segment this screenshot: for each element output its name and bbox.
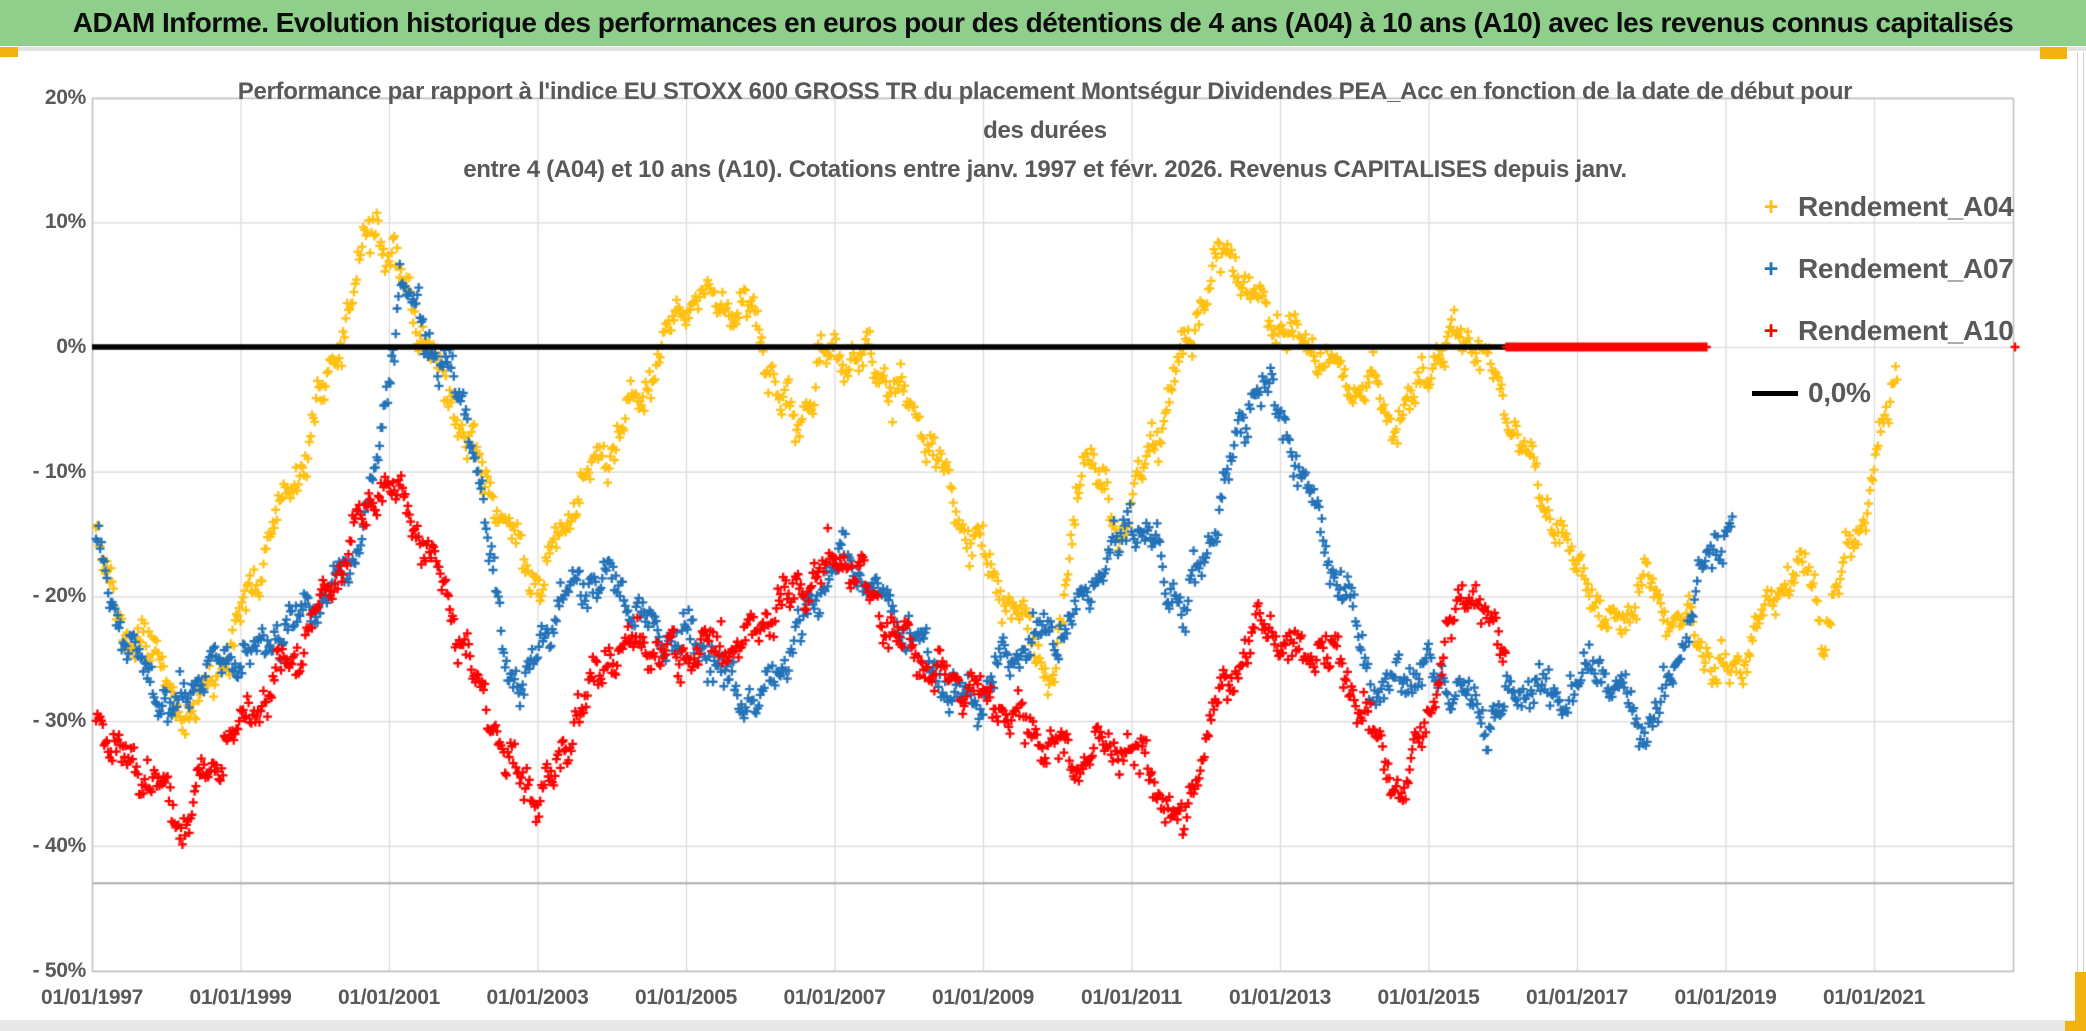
- y-tick-label: - 40%: [32, 833, 87, 857]
- x-tick-label: 01/01/1999: [189, 986, 292, 1009]
- right-edge-line-outer: [2083, 52, 2084, 1020]
- x-tick-label: 01/01/2005: [634, 986, 738, 1009]
- zero-line-sample-icon: [1752, 390, 1798, 396]
- x-tick-label: 01/01/2011: [1081, 986, 1182, 1009]
- chart-title-line-3: entre 4 (A04) et 10 ans (A10). Cotations…: [463, 156, 1627, 183]
- accent-bar-bottom-right: [2075, 972, 2086, 1031]
- y-tick-label: - 20%: [32, 584, 87, 608]
- y-tick-label: 0%: [56, 335, 86, 358]
- y-tick-label: - 30%: [32, 709, 87, 733]
- accent-tab-top-right: [2040, 47, 2067, 59]
- legend-item-rendement-a07: + Rendement_A07: [1752, 250, 2014, 288]
- accent-foot-bottom-right: [2065, 1021, 2086, 1031]
- y-tick-label: - 10%: [32, 459, 87, 483]
- legend-label: Rendement_A04: [1798, 191, 2014, 222]
- accent-tab-top-left: [0, 47, 18, 57]
- x-tick-label: 01/01/2013: [1228, 986, 1332, 1009]
- chart-title: Performance par rapport à l'indice EU ST…: [130, 72, 1960, 189]
- x-tick-label: 01/01/1997: [40, 986, 144, 1009]
- x-tick-label: 01/01/2015: [1377, 986, 1480, 1009]
- report-title: ADAM Informe. Evolution historique des p…: [72, 7, 2014, 38]
- x-tick-label: 01/01/2009: [931, 986, 1035, 1009]
- y-tick-label: 10%: [44, 210, 86, 234]
- legend-item-zero-line: 0,0%: [1752, 374, 2014, 412]
- plus-marker-icon: +: [1763, 316, 1779, 345]
- bottom-page-strip: [0, 1020, 2086, 1031]
- legend-label: 0,0%: [1808, 377, 1871, 408]
- x-tick-label: 01/01/2007: [783, 986, 886, 1009]
- x-tick-label: 01/01/2019: [1674, 986, 1777, 1009]
- x-tick-label: 01/01/2021: [1822, 986, 1926, 1009]
- report-header: ADAM Informe. Evolution historique des p…: [0, 0, 2086, 46]
- x-tick-label: 01/01/2017: [1525, 986, 1629, 1009]
- x-tick-label: 01/01/2003: [486, 986, 589, 1009]
- y-tick-label: - 50%: [32, 958, 87, 982]
- y-tick-label: 20%: [44, 85, 86, 109]
- x-tick-label: 01/01/2001: [337, 986, 441, 1009]
- plus-marker-icon: +: [1763, 192, 1779, 221]
- header-divider: [0, 47, 2086, 51]
- legend-item-rendement-a10: + Rendement_A10: [1752, 312, 2014, 350]
- chart-title-line-2: des durées: [983, 117, 1107, 144]
- legend-label: Rendement_A07: [1798, 253, 2014, 284]
- legend-item-rendement-a04: + Rendement_A04: [1752, 188, 2014, 226]
- legend-label: Rendement_A10: [1798, 315, 2014, 346]
- right-edge-line-inner: [2077, 52, 2078, 972]
- chart-title-line-1: Performance par rapport à l'indice EU ST…: [237, 78, 1853, 105]
- plus-marker-icon: +: [1763, 254, 1779, 283]
- chart-legend: + Rendement_A04 + Rendement_A07 + Rendem…: [1752, 188, 2014, 436]
